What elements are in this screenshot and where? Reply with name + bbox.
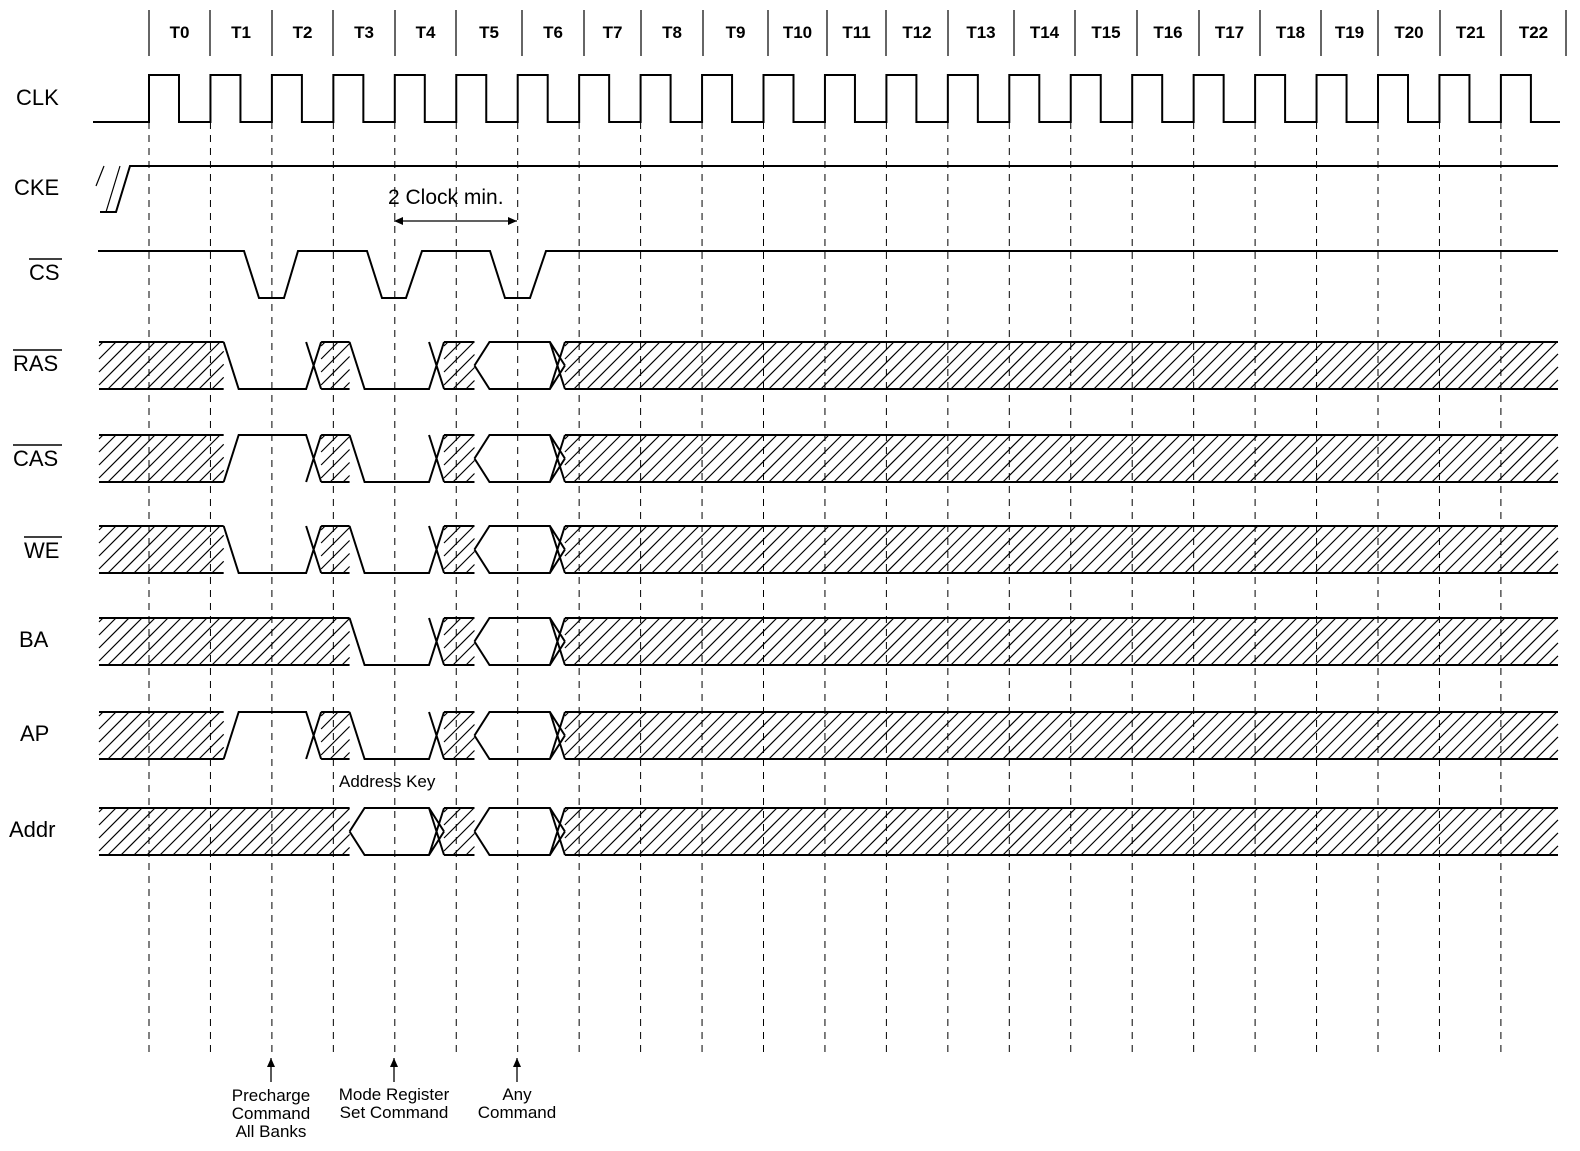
bus-we-outline xyxy=(99,525,1558,574)
period-label-t8: T8 xyxy=(662,23,682,42)
period-label-t20: T20 xyxy=(1394,23,1423,42)
cs-waveform xyxy=(98,250,1558,299)
signal-label-ras: RAS xyxy=(13,351,58,376)
period-label-t16: T16 xyxy=(1153,23,1182,42)
address-key-label: Address Key xyxy=(339,772,436,791)
period-label-t1: T1 xyxy=(231,23,251,42)
bus-cas-hatch-6 xyxy=(564,434,1559,483)
bus-ap-hatch-4 xyxy=(443,711,475,760)
bus-we-hatch-6 xyxy=(564,525,1559,574)
period-label-t14: T14 xyxy=(1030,23,1060,42)
bus-ras-hatch-4 xyxy=(443,341,475,390)
bus-addr-hatch-4 xyxy=(564,807,1559,856)
bus-we-hatch-0 xyxy=(98,525,225,574)
signal-labels: CLK CKE CS RAS CAS WE BA AP Addr xyxy=(9,85,62,842)
signal-label-addr: Addr xyxy=(9,817,55,842)
signal-label-cas: CAS xyxy=(13,446,58,471)
clock-min-measurement: 2 Clock min. xyxy=(388,186,517,225)
precharge-label-line1: Precharge xyxy=(232,1086,310,1105)
bus-ap-hatch-2 xyxy=(320,711,351,760)
bus-ras xyxy=(98,341,1559,390)
period-label-t3: T3 xyxy=(354,23,374,42)
bus-ras-hatch-0 xyxy=(98,341,225,390)
period-label-t12: T12 xyxy=(902,23,931,42)
any-command-label-line1: Any xyxy=(502,1085,532,1104)
precharge-label-line2: Command xyxy=(232,1104,310,1123)
bus-ba-hatch-0 xyxy=(98,617,351,666)
command-markers: Precharge Command All Banks Mode Registe… xyxy=(232,1058,556,1141)
signal-label-cke: CKE xyxy=(14,175,59,200)
bus-ba-outline xyxy=(99,617,1558,666)
bus-addr-outline xyxy=(99,807,1558,856)
period-label-t5: T5 xyxy=(479,23,499,42)
bus-ba xyxy=(98,617,1559,666)
mode-register-label-line1: Mode Register xyxy=(339,1085,450,1104)
bus-cas-outline xyxy=(99,434,1558,483)
mode-register-label-line2: Set Command xyxy=(340,1103,449,1122)
bus-cas-hatch-2 xyxy=(320,434,351,483)
period-label-t11: T11 xyxy=(842,23,870,42)
bus-ap-outline xyxy=(99,711,1558,760)
bus-we-hatch-4 xyxy=(443,525,475,574)
period-label-t7: T7 xyxy=(603,23,623,42)
cke-high-level xyxy=(100,165,1558,213)
period-label-t6: T6 xyxy=(543,23,563,42)
period-label-t13: T13 xyxy=(966,23,995,42)
bus-ap xyxy=(98,711,1559,760)
period-label-t21: T21 xyxy=(1456,23,1485,42)
bus-we xyxy=(98,525,1559,574)
bus-cas-hatch-0 xyxy=(98,434,225,483)
bus-addr-hatch-0 xyxy=(98,807,351,856)
period-label-t2: T2 xyxy=(293,23,313,42)
period-header: T0 T1 T2 T3 T4 T5 T6 T7 T8 T9 T10 T11 T12 T13 T14 T15 T1… xyxy=(148,10,1567,56)
period-label-t17: T17 xyxy=(1215,23,1244,42)
bus-cas-hatch-4 xyxy=(443,434,475,483)
period-label-t10: T10 xyxy=(783,23,812,42)
period-label-t0: T0 xyxy=(170,23,190,42)
period-label-t4: T4 xyxy=(416,23,436,42)
period-label-t15: T15 xyxy=(1091,23,1120,42)
bus-ras-hatch-6 xyxy=(564,341,1559,390)
signal-label-ap: AP xyxy=(20,721,49,746)
bus-ba-hatch-4 xyxy=(564,617,1559,666)
clk-waveform xyxy=(93,74,1560,123)
signal-label-cs: CS xyxy=(29,260,60,285)
bus-ras-hatch-2 xyxy=(320,341,351,390)
signal-label-clk: CLK xyxy=(16,85,59,110)
clock-edge-gridlines xyxy=(148,122,1502,1055)
bus-ba-hatch-2 xyxy=(443,617,475,666)
bus-cas xyxy=(98,434,1559,483)
bus-addr xyxy=(98,807,1559,856)
period-label-t18: T18 xyxy=(1276,23,1305,42)
period-label-t22: T22 xyxy=(1519,23,1548,42)
any-command-label-line2: Command xyxy=(478,1103,556,1122)
signal-label-we: WE xyxy=(24,538,59,563)
cke-transition-hatch xyxy=(95,165,131,213)
period-label-t19: T19 xyxy=(1335,23,1364,42)
bus-we-hatch-2 xyxy=(320,525,351,574)
bus-ap-hatch-0 xyxy=(98,711,225,760)
bus-ras-outline xyxy=(99,341,1558,390)
bus-addr-hatch-2 xyxy=(443,807,475,856)
precharge-label-line3: All Banks xyxy=(236,1122,307,1141)
clock-min-label: 2 Clock min. xyxy=(388,186,504,209)
period-label-t9: T9 xyxy=(726,23,746,42)
bus-ap-hatch-6 xyxy=(564,711,1559,760)
signal-label-ba: BA xyxy=(19,627,49,652)
cke-waveform xyxy=(95,165,1558,213)
